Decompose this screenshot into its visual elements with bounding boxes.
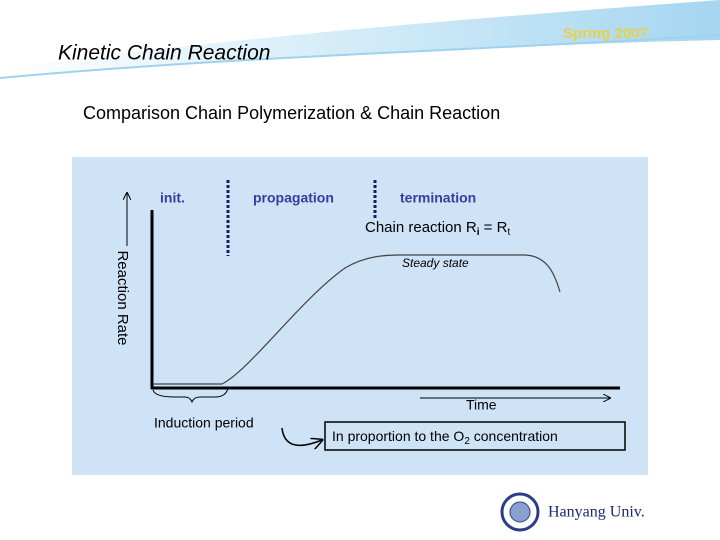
eq-sub: t — [507, 227, 510, 238]
phase-label: termination — [400, 190, 476, 206]
eq-part: Chain reaction R — [365, 219, 477, 236]
logo-inner — [509, 501, 531, 523]
title: Kinetic Chain Reaction — [58, 42, 270, 65]
note-sub: 2 — [464, 436, 470, 447]
tag: Spring 2007 — [563, 25, 648, 42]
equation: Chain reaction Ri = Rt — [365, 219, 510, 238]
brace — [152, 387, 229, 404]
header-line — [0, 34, 720, 79]
note-part: concentration — [470, 428, 558, 444]
eq-sub: i — [477, 227, 480, 238]
x-axis-label: Time — [466, 397, 497, 413]
note-part: In proportion to the O — [332, 428, 464, 444]
phase-label: init. — [160, 190, 185, 206]
eq-part: = R — [480, 219, 508, 236]
note: In proportion to the O2 concentration — [332, 428, 558, 447]
logo-text: Hanyang Univ. — [548, 504, 645, 521]
note-arrow — [281, 427, 322, 445]
heading: Comparison Chain Polymerization & Chain … — [83, 103, 500, 123]
induction-label: Induction period — [154, 415, 254, 431]
phase-label: propagation — [253, 190, 334, 206]
rate-curve — [153, 254, 561, 385]
header-swoosh — [0, 0, 720, 75]
note-box — [324, 421, 626, 451]
y-axis-label: Reaction Rate — [114, 250, 131, 345]
steady-state: Steady state — [402, 256, 469, 270]
